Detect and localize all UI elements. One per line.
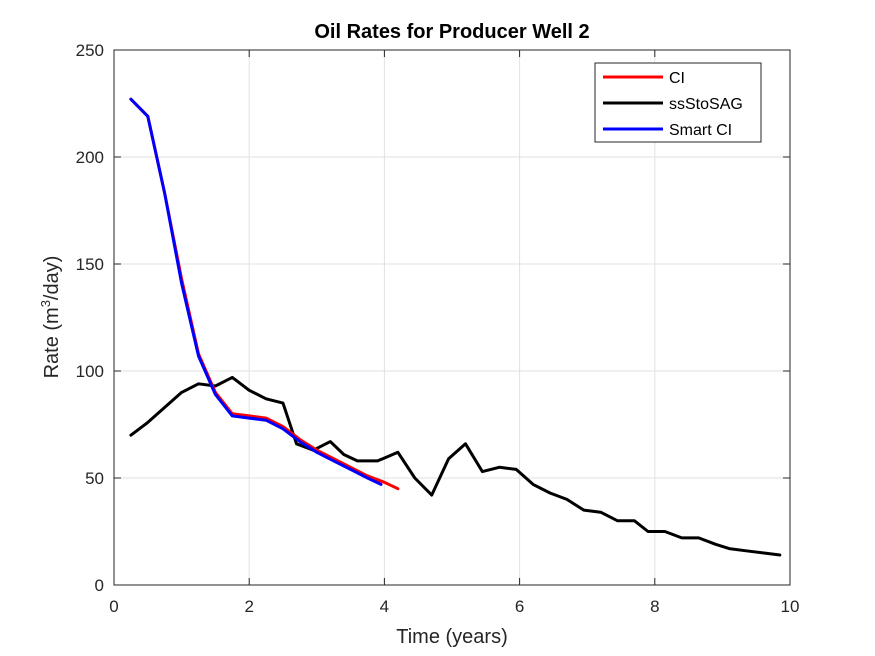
y-tick-label: 50 [85,469,104,488]
x-tick-label: 2 [244,597,253,616]
y-axis-label-suffix: /day) [41,256,63,300]
series-line-ssstosag [129,375,782,557]
legend-label-ci: CI [669,70,685,87]
x-tick-label: 8 [650,597,659,616]
legend-label-smart-ci: Smart CI [669,122,732,139]
x-tick-label: 10 [781,597,800,616]
y-tick-label: 0 [95,576,104,595]
x-axis-label: Time (years) [396,626,507,648]
y-tick-label: 250 [76,41,104,60]
y-axis-label-prefix: Rate (m [41,307,63,378]
x-tick-label: 4 [380,597,389,616]
y-tick-label: 150 [76,255,104,274]
legend-label-ssstosag: ssStoSAG [669,96,743,113]
x-tick-label: 0 [109,597,118,616]
chart-title: Oil Rates for Producer Well 2 [314,21,589,43]
y-tick-label: 100 [76,362,104,381]
y-axis-label: Rate (m3/day) [38,256,63,379]
y-tick-label: 200 [76,148,104,167]
x-tick-label: 6 [515,597,524,616]
series-lines [129,97,782,557]
series-line-smart-ci [129,97,383,486]
plot-frame [113,49,791,586]
legend: CI ssStoSAG Smart CI [594,62,762,143]
y-axis-label-superscript: 3 [38,300,53,307]
